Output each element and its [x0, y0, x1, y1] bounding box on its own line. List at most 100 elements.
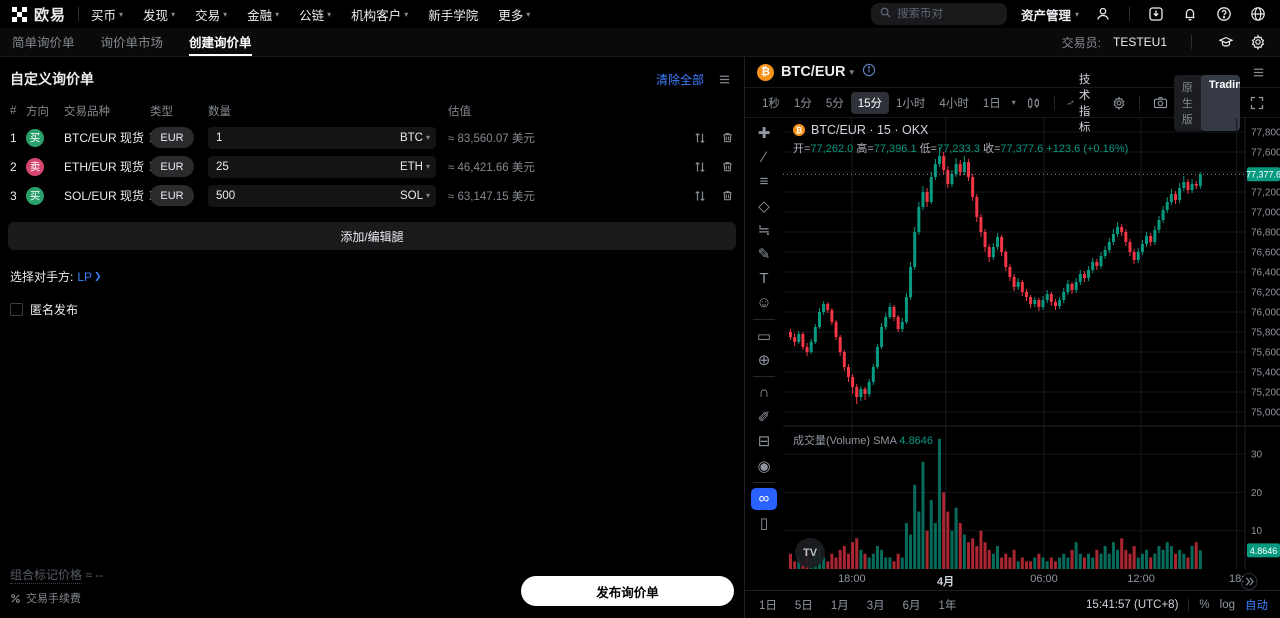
download-app-icon[interactable]: [1146, 4, 1166, 24]
time-label: 12:00: [1127, 573, 1155, 585]
submit-rfq-button[interactable]: 发布询价单: [521, 576, 734, 606]
ruler-icon[interactable]: ▭: [756, 327, 772, 345]
info-icon[interactable]: [862, 63, 876, 82]
subnav-tab-1[interactable]: 询价单市场: [100, 35, 164, 50]
range-tab-5日[interactable]: 5日: [794, 599, 813, 612]
pattern-icon[interactable]: ◇: [758, 197, 770, 215]
nav-item-7[interactable]: 更多 ▾: [498, 8, 531, 23]
trend-line-icon[interactable]: ∕: [762, 148, 766, 166]
counterparty-link[interactable]: LP ❯: [77, 269, 102, 284]
profile-icon[interactable]: [1093, 4, 1113, 24]
log-scale-button[interactable]: log: [1219, 598, 1235, 611]
range-tab-1日[interactable]: 1日: [759, 599, 777, 612]
sync-drawings-icon[interactable]: ∞: [751, 487, 777, 510]
draw-mode-icon[interactable]: ✐: [757, 409, 771, 427]
candlestick-chart[interactable]: 77,800.0 77,600.0 77,200.0 77,000.0 76,800.0…: [783, 118, 1280, 569]
clear-all-link[interactable]: 清除全部: [655, 72, 704, 87]
chevron-down-icon: ▾: [275, 9, 280, 19]
unit-selector[interactable]: SOL ▾: [399, 189, 430, 202]
nav-item-1[interactable]: 发现 ▾: [143, 8, 176, 23]
nav-item-0[interactable]: 买币 ▾: [91, 8, 124, 23]
percent-scale-button[interactable]: %: [1199, 598, 1210, 611]
academy-cap-icon[interactable]: [1216, 32, 1236, 52]
screenshot-camera-icon[interactable]: [1147, 96, 1174, 109]
indicators-button[interactable]: 技术指标: [1061, 71, 1106, 135]
timeframe-5分[interactable]: 5分: [825, 97, 844, 110]
chevron-down-icon[interactable]: ▾: [849, 66, 854, 77]
expand-chart-icon[interactable]: [1244, 96, 1270, 110]
fib-lines-icon[interactable]: ≡: [759, 173, 769, 190]
nav-item-6[interactable]: 新手学院: [428, 8, 479, 23]
search-box[interactable]: [870, 3, 1007, 25]
nav-item-5[interactable]: 机构客户 ▾: [351, 8, 409, 23]
chart-menu-icon[interactable]: [1248, 62, 1268, 82]
nav-item-4[interactable]: 公链 ▾: [299, 8, 332, 23]
notifications-icon[interactable]: [1180, 4, 1200, 24]
amount-input[interactable]: [208, 184, 436, 207]
fee-label[interactable]: 交易手续费: [26, 593, 81, 605]
anonymous-option[interactable]: 匿名发布: [10, 301, 744, 318]
lock-drawings-icon[interactable]: ⊟: [757, 433, 771, 451]
auto-scale-button[interactable]: 自动: [1245, 599, 1268, 612]
range-tab-1月[interactable]: 1月: [830, 599, 849, 612]
time-axis[interactable]: 18:00 4月 06:00 12:00 18:: [783, 569, 1280, 591]
type-pill[interactable]: EUR: [150, 156, 194, 177]
candle-style-icon[interactable]: [1020, 96, 1047, 110]
swap-direction-icon[interactable]: [693, 131, 707, 145]
type-pill[interactable]: EUR: [150, 185, 194, 206]
range-tab-3月[interactable]: 3月: [866, 599, 885, 612]
chevron-down-icon[interactable]: ▾: [1011, 98, 1016, 107]
subnav-tab-2[interactable]: 创建询价单: [189, 28, 252, 56]
remove-drawings-icon[interactable]: ▯: [759, 514, 769, 532]
scroll-to-realtime-icon[interactable]: [1240, 573, 1258, 590]
toggle-native[interactable]: 原生版: [1181, 81, 1193, 126]
range-tab-1年[interactable]: 1年: [938, 599, 957, 612]
search-input[interactable]: [896, 8, 997, 20]
emoji-tool-icon[interactable]: ☺: [756, 294, 772, 312]
divider: [753, 375, 775, 377]
timeframe-1分[interactable]: 1分: [793, 97, 812, 110]
text-tool-icon[interactable]: T: [759, 269, 769, 287]
timeframe-4小时[interactable]: 4小时: [939, 97, 969, 110]
pair-selector[interactable]: SOL/EUR 现货❯: [64, 187, 156, 204]
col-pair: 交易品种: [64, 106, 110, 118]
help-icon[interactable]: [1214, 4, 1234, 24]
timeframe-1小时[interactable]: 1小时: [896, 97, 926, 110]
zoom-in-icon[interactable]: ⊕: [757, 351, 771, 369]
amount-input[interactable]: [208, 155, 436, 178]
pair-selector[interactable]: ETH/EUR 现货❯: [64, 158, 156, 175]
unit-selector[interactable]: ETH ▾: [399, 160, 430, 173]
crosshair-icon[interactable]: ✚: [757, 125, 771, 143]
toggle-tradingview[interactable]: TradingView: [1200, 74, 1240, 131]
timeframe-1秒[interactable]: 1秒: [762, 97, 780, 110]
swap-direction-icon[interactable]: [693, 160, 707, 174]
add-edit-legs-button[interactable]: 添加/编辑腿: [8, 222, 736, 250]
range-tab-6月[interactable]: 6月: [902, 599, 921, 612]
delete-leg-icon[interactable]: [721, 131, 734, 144]
chart-settings-gear-icon[interactable]: [1106, 95, 1132, 110]
anonymous-checkbox[interactable]: [10, 303, 23, 316]
timeframe-1日[interactable]: 1日: [982, 97, 1001, 110]
settings-gear-icon[interactable]: [1248, 32, 1268, 52]
swap-direction-icon[interactable]: [693, 189, 707, 203]
language-globe-icon[interactable]: [1248, 4, 1268, 24]
panel-menu-icon[interactable]: [714, 69, 734, 89]
delete-leg-icon[interactable]: [721, 160, 734, 173]
chart-symbol[interactable]: BTC/EUR: [781, 64, 846, 80]
magnet-icon[interactable]: ∩: [758, 384, 770, 402]
asset-management-menu[interactable]: 资产管理 ▾: [1021, 5, 1079, 24]
nav-item-2[interactable]: 交易 ▾: [195, 8, 228, 23]
okx-logo[interactable]: 欧易: [12, 4, 66, 25]
position-tool-icon[interactable]: ≒: [757, 221, 771, 239]
amount-input[interactable]: [208, 126, 436, 149]
type-pill[interactable]: EUR: [150, 127, 194, 148]
pair-selector[interactable]: BTC/EUR 现货❯: [64, 129, 156, 146]
chart-plot-area[interactable]: 77,800.0 77,600.0 77,200.0 77,000.0 76,800.0…: [783, 118, 1280, 569]
delete-leg-icon[interactable]: [721, 189, 734, 202]
brush-icon[interactable]: ✎: [757, 246, 771, 264]
subnav-tab-0[interactable]: 简单询价单: [12, 35, 75, 50]
timeframe-15分[interactable]: 15分: [850, 91, 890, 114]
hide-drawings-icon[interactable]: ◉: [757, 457, 771, 475]
unit-selector[interactable]: BTC ▾: [399, 131, 430, 144]
nav-item-3[interactable]: 金融 ▾: [247, 8, 280, 23]
